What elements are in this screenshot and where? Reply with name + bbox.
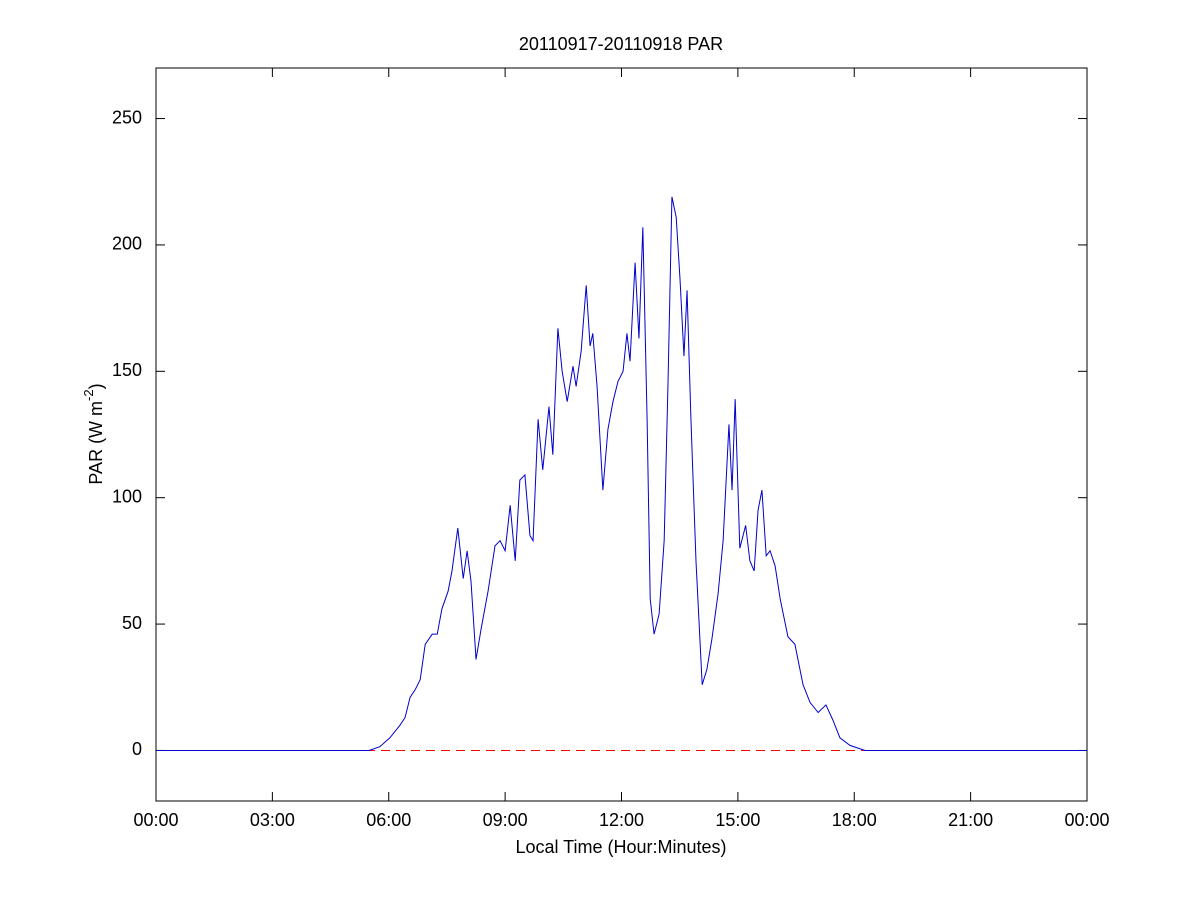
y-tick-label: 250	[112, 107, 142, 127]
x-tick-label: 00:00	[1064, 810, 1109, 830]
x-tick-label: 06:00	[366, 810, 411, 830]
y-label-text: PAR (W m	[86, 401, 106, 485]
x-tick-label: 18:00	[832, 810, 877, 830]
x-tick-label: 03:00	[250, 810, 295, 830]
y-label-superscript: -2	[81, 389, 96, 401]
x-tick-label: 21:00	[948, 810, 993, 830]
x-tick-label: 15:00	[715, 810, 760, 830]
x-axis-label: Local Time (Hour:Minutes)	[515, 837, 726, 857]
y-tick-label: 200	[112, 234, 142, 254]
x-tick-label: 12:00	[599, 810, 644, 830]
y-tick-label: 0	[132, 739, 142, 759]
y-axis-label: PAR (W m-2)	[81, 383, 105, 484]
plot-frame	[155, 67, 1088, 802]
data-line	[156, 196, 1087, 751]
y-label-suffix: )	[86, 383, 106, 389]
y-tick-label: 100	[112, 486, 142, 506]
x-tick-label: 09:00	[483, 810, 528, 830]
x-tick-label: 00:00	[133, 810, 178, 830]
y-tick-label: 50	[122, 613, 142, 633]
y-tick-label: 150	[112, 360, 142, 380]
chart-title: 20110917-20110918 PAR	[519, 34, 723, 54]
